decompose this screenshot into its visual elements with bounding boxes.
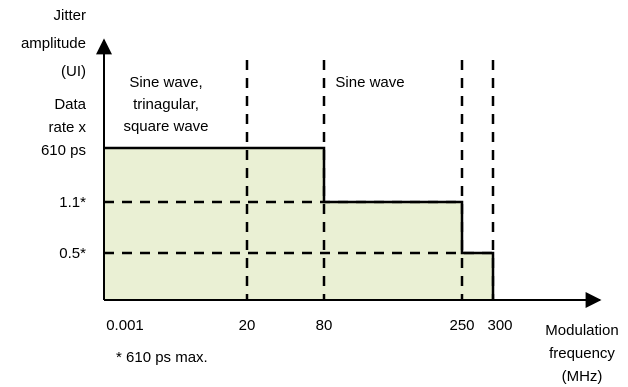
x-axis-label-line: Modulation [545, 322, 618, 339]
y-axis-label: Jitter amplitude (UI) [21, 7, 86, 80]
y-tick-label: 610 ps [41, 142, 86, 159]
y-tick-label: Data [54, 96, 86, 113]
region-label-line: square wave [123, 118, 208, 135]
y-tick-label: 1.1* [59, 194, 86, 211]
y-tick-label: 0.5* [59, 245, 86, 262]
jitter-limit-area [104, 148, 493, 300]
region-label-line: Sine wave [335, 74, 404, 91]
y-axis-label-line: (UI) [61, 63, 86, 80]
x-axis-label: Modulation frequency (MHz) [545, 322, 618, 385]
footnote: * 610 ps max. [116, 349, 208, 366]
x-axis-label-line: (MHz) [562, 368, 603, 385]
x-tick-labels: 0.001 20 80 250 300 [106, 317, 512, 334]
y-axis-label-line: Jitter [53, 7, 86, 24]
region-label-line: trinagular, [133, 96, 199, 113]
dashed-guides [104, 60, 495, 300]
x-tick-label: 300 [487, 317, 512, 334]
y-tick-label: rate x [48, 119, 86, 136]
x-tick-label: 80 [316, 317, 333, 334]
region-label-right: Sine wave [335, 74, 404, 91]
jitter-limit-outline [104, 146, 495, 300]
x-tick-label: 250 [449, 317, 474, 334]
x-tick-label: 0.001 [106, 317, 144, 334]
x-axis-label-line: frequency [549, 345, 615, 362]
region-label-left: Sine wave, trinagular, square wave [123, 74, 208, 135]
x-tick-label: 20 [239, 317, 256, 334]
y-axis-label-line: amplitude [21, 35, 86, 52]
region-label-line: Sine wave, [129, 74, 202, 91]
y-tick-labels: Data rate x 610 ps 1.1* 0.5* [41, 96, 87, 262]
